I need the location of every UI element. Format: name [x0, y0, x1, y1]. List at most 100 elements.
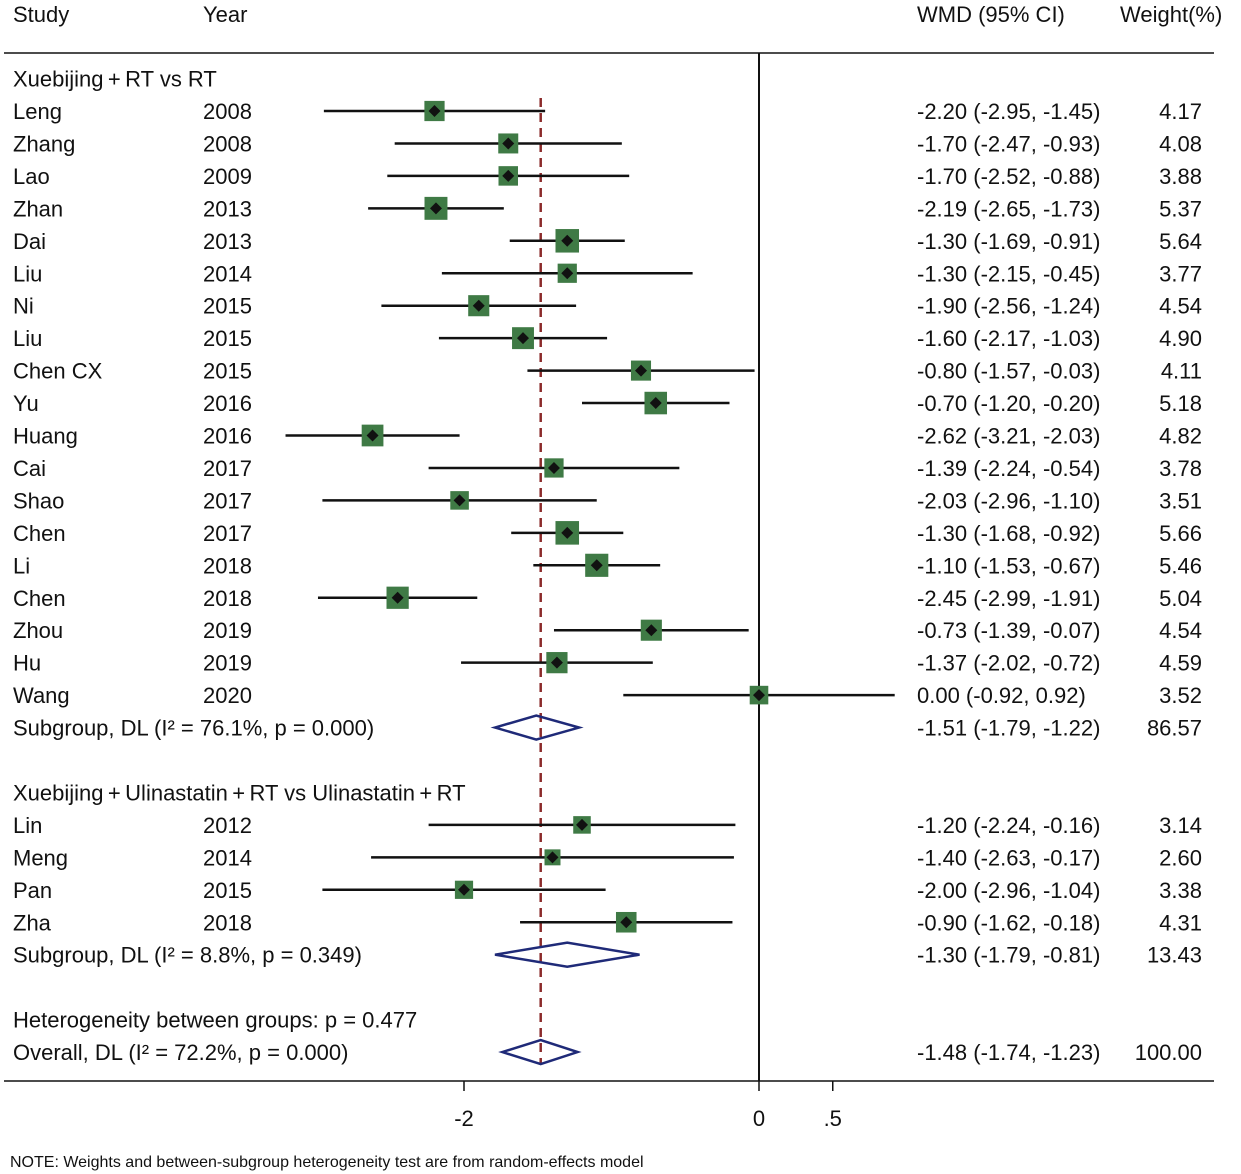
reference-lines: [539, 53, 760, 1081]
overall-ci: -1.48 (-1.74, -1.23): [917, 1040, 1100, 1065]
study-name: Shao: [13, 488, 64, 513]
study-year: 2017: [203, 521, 252, 546]
point-estimate: [502, 169, 515, 182]
study-year: 2020: [203, 683, 252, 708]
point-estimate: [635, 364, 647, 377]
point-estimate: [502, 137, 515, 150]
study-weight: 3.14: [1159, 813, 1202, 838]
study-ci: -2.19 (-2.65, -1.73): [917, 196, 1100, 221]
study-weight: 4.82: [1159, 424, 1202, 449]
study-name: Yu: [13, 391, 39, 416]
header-weight: Weight(%): [1120, 2, 1222, 27]
study-weight: 3.52: [1159, 683, 1202, 708]
study-weight: 4.54: [1159, 618, 1202, 643]
point-estimate: [590, 559, 603, 572]
study-year: 2012: [203, 813, 252, 838]
study-name: Zhang: [13, 131, 75, 156]
study-weight: 5.64: [1159, 229, 1202, 254]
subgroup-label: Subgroup, DL (I² = 8.8%, p = 0.349): [13, 943, 362, 968]
point-estimate: [620, 916, 633, 929]
study-name: Huang: [13, 424, 78, 449]
study-year: 2018: [203, 910, 252, 935]
overall-label: Overall, DL (I² = 72.2%, p = 0.000): [13, 1040, 348, 1065]
study-ci: -0.90 (-1.62, -0.18): [917, 910, 1100, 935]
study-name: Cai: [13, 456, 46, 481]
study-ci: -0.73 (-1.39, -0.07): [917, 618, 1100, 643]
study-year: 2016: [203, 424, 252, 449]
study-name: Lao: [13, 164, 50, 189]
heterogeneity-text: Heterogeneity between groups: p = 0.477: [13, 1008, 417, 1033]
study-ci: -2.03 (-2.96, -1.10): [917, 488, 1100, 513]
study-year: 2015: [203, 294, 252, 319]
study-year: 2014: [203, 845, 252, 870]
study-year: 2014: [203, 261, 252, 286]
point-estimate: [561, 234, 574, 247]
study-weight: 4.90: [1159, 326, 1202, 351]
point-estimate: [753, 689, 765, 702]
point-estimate: [453, 494, 466, 507]
study-name: Hu: [13, 651, 41, 676]
study-ci: -1.90 (-2.56, -1.24): [917, 294, 1100, 319]
study-year: 2015: [203, 878, 252, 903]
study-name: Ni: [13, 294, 34, 319]
study-ci: -1.39 (-2.24, -0.54): [917, 456, 1100, 481]
study-ci: -1.40 (-2.63, -0.17): [917, 845, 1100, 870]
point-estimate: [547, 461, 560, 474]
subgroup-ci: -1.30 (-1.79, -0.81): [917, 943, 1100, 968]
study-weight: 5.46: [1159, 553, 1202, 578]
study-year: 2013: [203, 196, 252, 221]
group-title: Xuebijing + Ulinastatin + RT vs Ulinasta…: [13, 780, 466, 805]
study-ci: -2.20 (-2.95, -1.45): [917, 99, 1100, 124]
study-ci: -1.30 (-2.15, -0.45): [917, 261, 1100, 286]
point-estimate: [561, 267, 574, 280]
study-name: Chen: [13, 521, 66, 546]
header-year: Year: [203, 2, 247, 27]
study-weight: 5.37: [1159, 196, 1202, 221]
study-weight: 3.77: [1159, 261, 1202, 286]
study-ci: -1.70 (-2.52, -0.88): [917, 164, 1100, 189]
study-ci: -1.30 (-1.69, -0.91): [917, 229, 1100, 254]
study-ci: -1.20 (-2.24, -0.16): [917, 813, 1100, 838]
study-name: Pan: [13, 878, 52, 903]
point-estimate: [458, 883, 470, 896]
study-year: 2018: [203, 553, 252, 578]
study-year: 2019: [203, 618, 252, 643]
study-name: Liu: [13, 261, 42, 286]
study-name: Leng: [13, 99, 62, 124]
study-name: Dai: [13, 229, 46, 254]
study-year: 2017: [203, 456, 252, 481]
point-estimate: [649, 397, 662, 410]
point-estimate: [472, 299, 485, 312]
study-weight: 5.18: [1159, 391, 1202, 416]
study-weight: 4.11: [1161, 359, 1202, 384]
study-year: 2018: [203, 586, 252, 611]
study-ci: -1.30 (-1.68, -0.92): [917, 521, 1100, 546]
study-name: Li: [13, 553, 30, 578]
point-estimate: [428, 105, 441, 117]
footnote: NOTE: Weights and between-subgroup heter…: [10, 1154, 644, 1171]
point-estimate: [546, 851, 559, 864]
study-name: Chen CX: [13, 359, 103, 384]
point-estimate: [550, 656, 563, 669]
study-weight: 3.88: [1159, 164, 1202, 189]
study-weight: 4.54: [1159, 294, 1202, 319]
study-weight: 2.60: [1159, 845, 1202, 870]
study-ci: -1.37 (-2.02, -0.72): [917, 651, 1100, 676]
study-weight: 4.08: [1159, 131, 1202, 156]
study-ci: -1.10 (-1.53, -0.67): [917, 553, 1100, 578]
point-estimate: [561, 526, 574, 539]
study-name: Chen: [13, 586, 66, 611]
point-estimate: [391, 591, 404, 604]
point-estimate: [429, 202, 442, 215]
study-weight: 3.51: [1159, 488, 1202, 513]
study-ci: -0.70 (-1.20, -0.20): [917, 391, 1100, 416]
point-estimate: [576, 818, 588, 831]
study-name: Zhou: [13, 618, 63, 643]
study-ci: -1.60 (-2.17, -1.03): [917, 326, 1100, 351]
study-name: Zha: [13, 910, 52, 935]
study-year: 2016: [203, 391, 252, 416]
study-ci: -1.70 (-2.47, -0.93): [917, 131, 1100, 156]
study-weight: 3.38: [1159, 878, 1202, 903]
study-year: 2008: [203, 99, 252, 124]
